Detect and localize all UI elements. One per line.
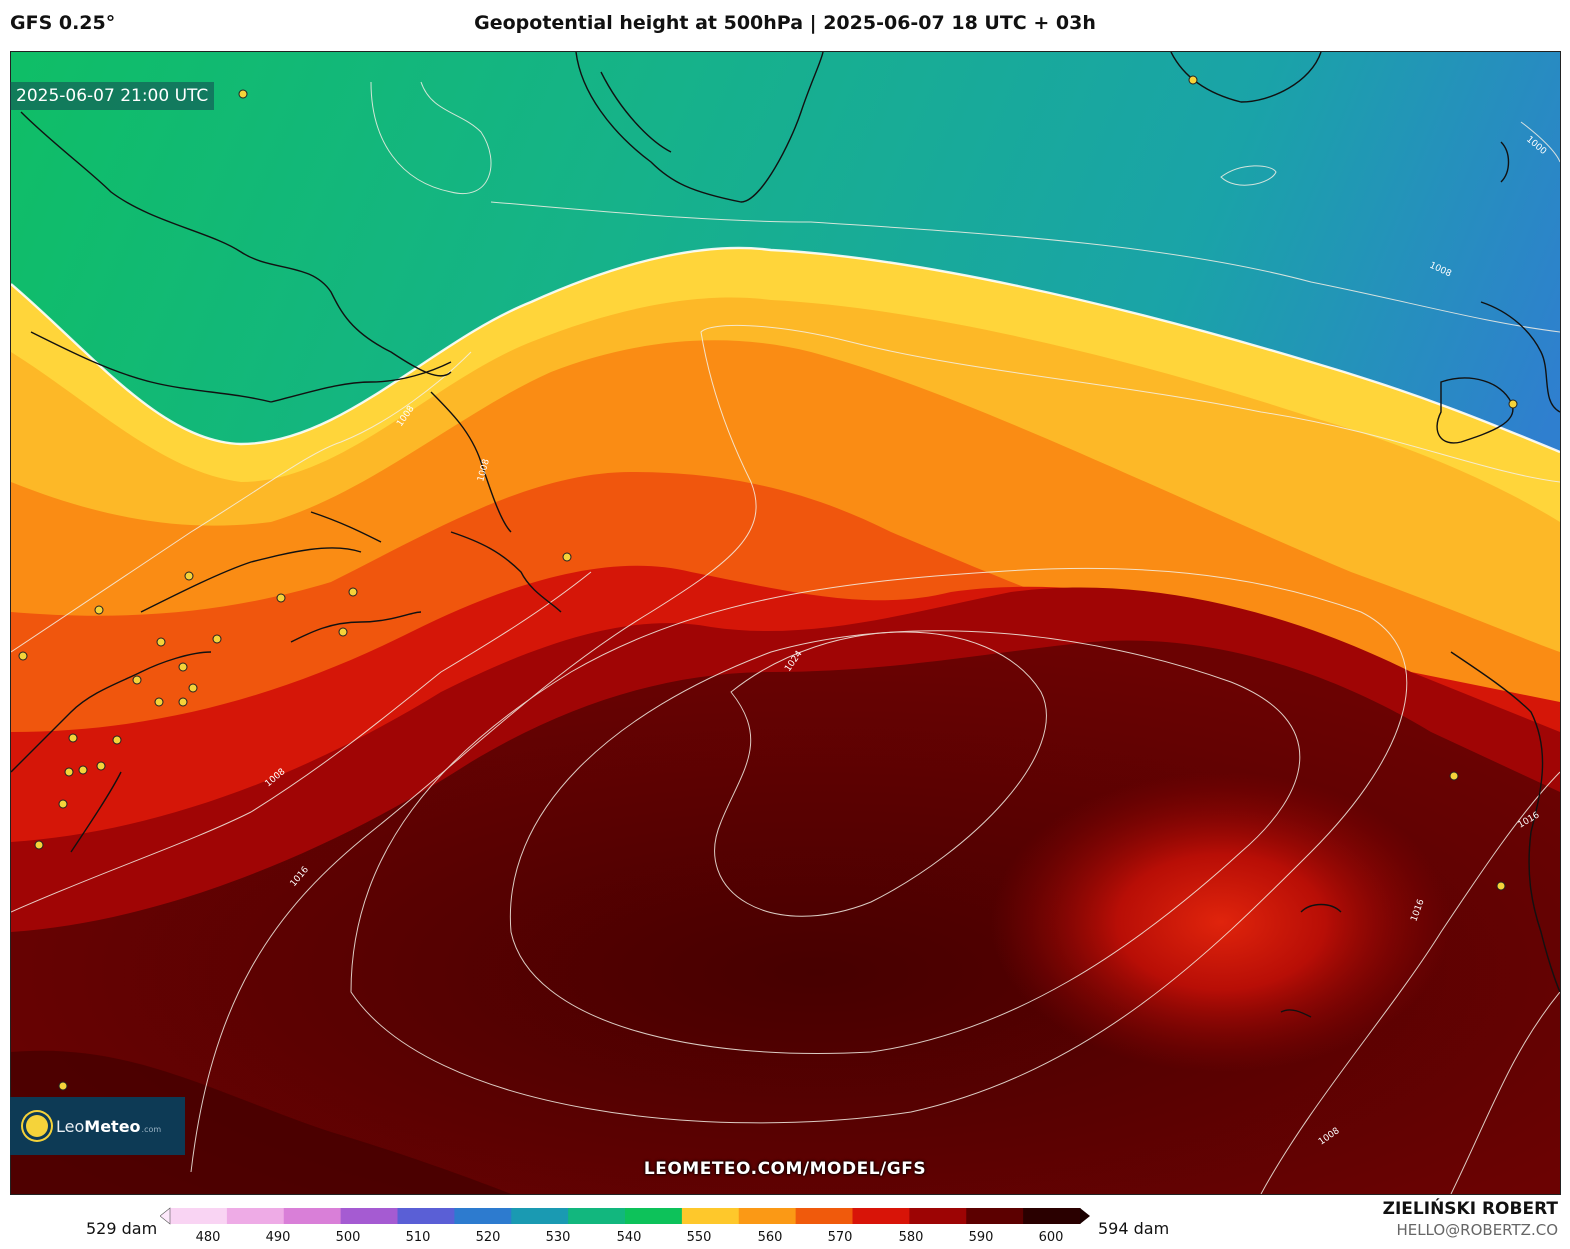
colorbar-tick: 520 [475,1230,501,1245]
colorbar-segment [340,1208,399,1224]
model-name: GFS 0.25° [10,12,116,34]
colorbar-tick: 550 [686,1230,712,1245]
colorbar-tick: 540 [616,1230,642,1245]
colorbar-tick: 590 [968,1230,994,1245]
colorbar-ticks: 480 490 500 510 520 530 540 550 560 570 … [170,1230,1070,1248]
colorbar-tick: 580 [898,1230,924,1245]
colorbar-segment [226,1208,285,1224]
colorbar-segment [795,1208,854,1224]
colorbar-segment [511,1208,569,1224]
colorbar-max-arrow [1080,1208,1090,1224]
colorbar-segment [909,1208,967,1224]
colorbar-segment [170,1208,228,1224]
colorbar-segment [454,1208,512,1224]
watermark-url: LEOMETEO.COM/MODEL/GFS [643,1159,927,1179]
colorbar-tick: 490 [265,1230,291,1245]
colorbar-tick: 510 [405,1230,431,1245]
colorbar [160,1207,1090,1225]
colorbar-segment [625,1208,683,1224]
colorbar-segment [681,1208,740,1224]
height-field: 1000 1008 1008 1008 1008 1016 1016 1016 … [11,52,1560,1194]
colorbar-segment [1023,1208,1081,1224]
colorbar-min-arrow [160,1207,171,1225]
sun-icon [26,1115,48,1137]
colorbar-segment [966,1208,1024,1224]
colorbar-segment [568,1208,626,1224]
author-name: ZIELIŃSKI ROBERT [1382,1199,1558,1219]
scale-min-label: 529 dam [86,1219,158,1238]
colorbar-tick: 570 [827,1230,853,1245]
author-email: HELLO@ROBERTZ.CO [1396,1221,1558,1239]
colorbar-tick: 600 [1038,1230,1064,1245]
colorbar-segment [852,1208,910,1224]
valid-time-badge: 2025-06-07 21:00 UTC [10,82,215,110]
weather-map[interactable]: 1000 1008 1008 1008 1008 1016 1016 1016 … [10,51,1561,1195]
scale-max-label: 594 dam [1098,1219,1170,1238]
colorbar-tick: 500 [335,1230,361,1245]
leometeo-logo[interactable]: LeoMeteo.com [10,1097,185,1155]
colorbar-segment [397,1208,455,1224]
map-title: Geopotential height at 500hPa | 2025-06-… [474,12,1096,34]
colorbar-segment [738,1208,797,1224]
colorbar-tick: 480 [195,1230,221,1245]
logo-text: LeoMeteo.com [56,1116,162,1136]
colorbar-segment [283,1208,342,1224]
colorbar-tick: 560 [757,1230,783,1245]
colorbar-tick: 530 [545,1230,571,1245]
